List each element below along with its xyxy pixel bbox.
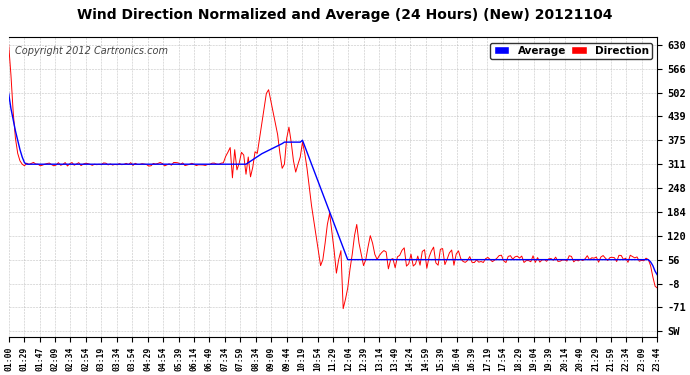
Legend: Average, Direction: Average, Direction bbox=[491, 42, 652, 59]
Text: Copyright 2012 Cartronics.com: Copyright 2012 Cartronics.com bbox=[15, 46, 168, 56]
Text: Wind Direction Normalized and Average (24 Hours) (New) 20121104: Wind Direction Normalized and Average (2… bbox=[77, 8, 613, 21]
